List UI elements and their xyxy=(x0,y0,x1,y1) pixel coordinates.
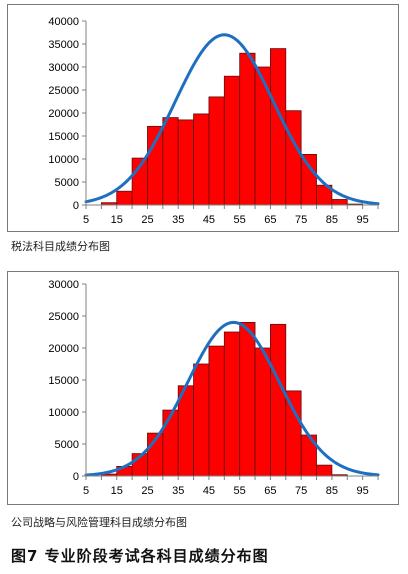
x-tick-label: 35 xyxy=(172,214,184,226)
histogram-bar xyxy=(162,117,179,206)
y-tick-label: 35000 xyxy=(48,39,79,51)
x-tick-label: 55 xyxy=(234,214,246,226)
x-tick-label: 85 xyxy=(326,485,338,497)
x-tick-label: 35 xyxy=(172,485,184,497)
histogram-bar xyxy=(331,199,348,206)
x-tick-label: 55 xyxy=(234,485,246,497)
x-tick-label: 15 xyxy=(111,214,123,226)
y-tick-label: 10000 xyxy=(48,154,79,166)
histogram-bar xyxy=(285,390,302,477)
strategy-risk-chart-panel: 0 5000 10000 15000 20000 25000 30000 5 15 25 35 45 5… xyxy=(7,271,399,505)
y-tick-label: 20000 xyxy=(48,108,79,120)
histogram-bar xyxy=(193,113,210,206)
y-tick-label: 5000 xyxy=(55,439,79,451)
normal-fit-curve xyxy=(84,33,380,206)
figure-title: 图7 专业阶段考试各科目成绩分布图 xyxy=(11,547,269,565)
histogram-bar xyxy=(223,75,241,206)
y-tick-label: 30000 xyxy=(48,279,79,291)
x-tick-label: 75 xyxy=(295,485,307,497)
histogram-bar xyxy=(193,363,210,477)
y-tick-label: 15000 xyxy=(48,375,79,387)
strategy-risk-histogram: 0 5000 10000 15000 20000 25000 30000 5 15 25 35 45 5… xyxy=(48,279,380,497)
strategy-risk-chart-caption: 公司战略与风险管理科目成绩分布图 xyxy=(11,516,187,529)
histogram-bar xyxy=(177,119,194,206)
x-tick-label: 95 xyxy=(357,485,369,497)
histogram-bar xyxy=(254,347,271,477)
histogram-bar xyxy=(239,52,256,206)
y-tick-label: 25000 xyxy=(48,311,79,323)
y-tick-label: 25000 xyxy=(48,85,79,97)
histogram-bar xyxy=(208,96,225,206)
histogram-bar xyxy=(162,409,179,477)
normal-fit-curve xyxy=(84,320,380,477)
tax-law-chart-panel: 0 5000 10000 15000 20000 25000 30000 35000 40000… xyxy=(7,4,399,232)
x-tick-label: 75 xyxy=(295,214,307,226)
tax-law-histogram: 0 5000 10000 15000 20000 25000 30000 35000 40000… xyxy=(48,16,380,226)
x-tick-label: 15 xyxy=(111,485,123,497)
y-tick-label: 30000 xyxy=(48,62,79,74)
y-tick-label: 0 xyxy=(73,471,79,483)
x-tick-label: 65 xyxy=(264,214,276,226)
histogram-bar xyxy=(285,110,302,206)
histogram-bar xyxy=(147,125,164,206)
x-tick-label: 5 xyxy=(83,214,89,226)
y-tick-label: 10000 xyxy=(48,407,79,419)
histogram-bar xyxy=(208,345,225,477)
tax-law-chart-caption: 税法科目成绩分布图 xyxy=(11,240,110,253)
y-tick-label: 15000 xyxy=(48,131,79,143)
x-tick-label: 25 xyxy=(141,485,153,497)
y-tick-label: 0 xyxy=(73,200,79,212)
histogram-bar xyxy=(223,331,241,477)
y-tick-label: 20000 xyxy=(48,343,79,355)
x-tick-label: 45 xyxy=(203,485,215,497)
histogram-bar xyxy=(239,322,256,477)
y-tick-label: 5000 xyxy=(55,177,79,189)
x-tick-label: 5 xyxy=(83,485,89,497)
x-tick-label: 45 xyxy=(203,214,215,226)
histogram-bar xyxy=(270,323,287,477)
x-tick-label: 25 xyxy=(141,214,153,226)
y-tick-label: 40000 xyxy=(48,16,79,28)
x-tick-label: 65 xyxy=(264,485,276,497)
x-tick-label: 95 xyxy=(357,214,369,226)
histogram-bar xyxy=(316,464,333,477)
x-tick-label: 85 xyxy=(326,214,338,226)
histogram-bar xyxy=(270,48,287,206)
histogram-bar xyxy=(116,190,133,206)
histogram-bar xyxy=(300,153,317,206)
